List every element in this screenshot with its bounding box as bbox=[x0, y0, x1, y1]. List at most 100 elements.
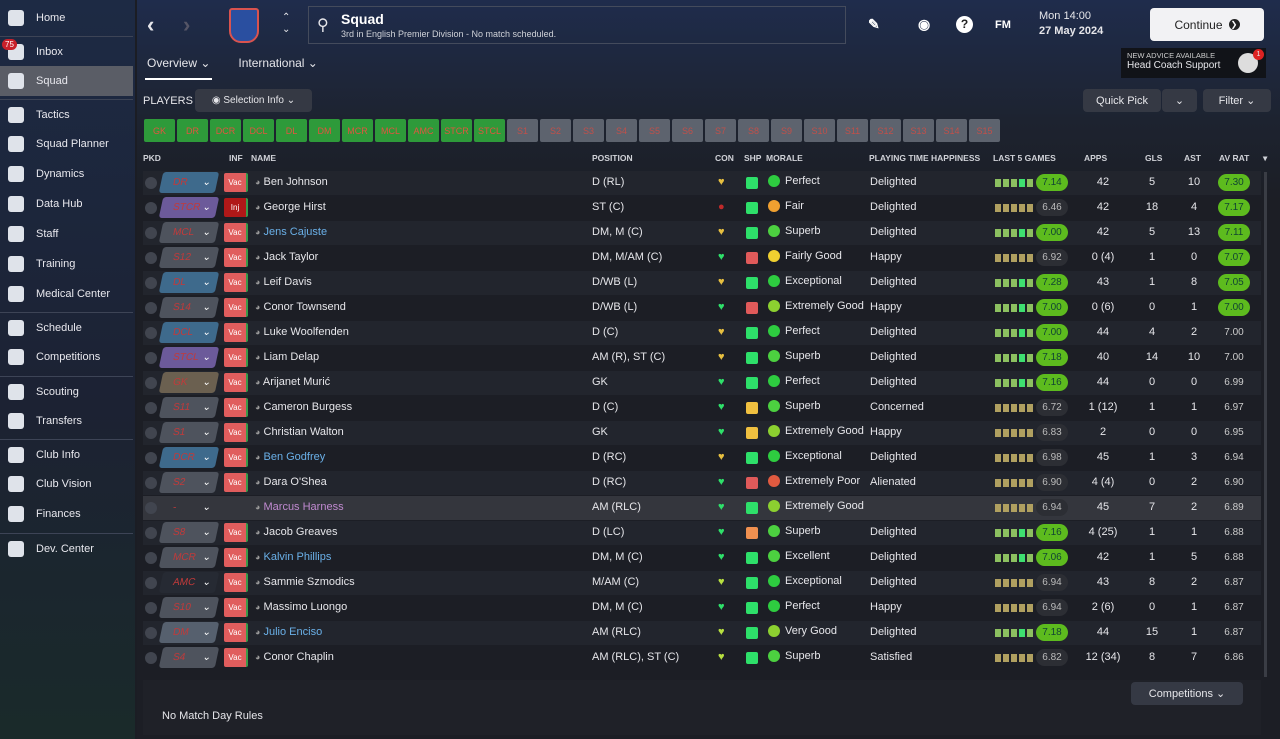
picked-checkbox[interactable] bbox=[145, 327, 157, 339]
player-name[interactable]: ◕ Conor Chaplin bbox=[255, 651, 334, 663]
picked-checkbox[interactable] bbox=[145, 477, 157, 489]
sidebar-item-staff[interactable]: Staff bbox=[0, 219, 133, 249]
table-row[interactable]: S4 ⌄ Vac ◕ Conor Chaplin AM (RLC), ST (C)… bbox=[143, 646, 1261, 670]
forward-arrow-icon[interactable]: › bbox=[183, 12, 191, 37]
sub-button[interactable]: S1 bbox=[507, 119, 538, 142]
column-header[interactable]: POSITION bbox=[592, 153, 633, 163]
column-header[interactable]: LAST 5 GAMES bbox=[993, 153, 1056, 163]
position-button[interactable]: DCL bbox=[243, 119, 274, 142]
column-header[interactable]: PLAYING TIME HAPPINESS bbox=[869, 153, 981, 163]
selection-dropdown[interactable]: DCL ⌄ bbox=[158, 322, 220, 343]
selection-dropdown[interactable]: S8 ⌄ bbox=[158, 522, 220, 543]
player-name[interactable]: ◕ Leif Davis bbox=[255, 276, 312, 288]
selection-dropdown[interactable]: MCR ⌄ bbox=[158, 547, 220, 568]
head-coach-advice[interactable]: NEW ADVICE AVAILABLE Head Coach Support … bbox=[1121, 48, 1266, 78]
scrollbar[interactable] bbox=[1264, 172, 1267, 677]
table-row[interactable]: GK ⌄ Vac ◕ Arijanet Murić GK ♥ Perfect De… bbox=[143, 371, 1261, 395]
filter-button[interactable]: Filter ⌄ bbox=[1203, 89, 1271, 112]
sub-button[interactable]: S15 bbox=[969, 119, 1000, 142]
column-header[interactable]: GLS bbox=[1145, 153, 1163, 163]
table-row[interactable]: DCR ⌄ Vac ◕ Ben Godfrey D (RC) ♥ Exceptio… bbox=[143, 446, 1261, 470]
sub-button[interactable]: S2 bbox=[540, 119, 571, 142]
table-row[interactable]: S12 ⌄ Vac ◕ Jack Taylor DM, M/AM (C) ♥ Fa… bbox=[143, 246, 1261, 270]
player-name[interactable]: ◕ Christian Walton bbox=[255, 426, 344, 438]
column-header[interactable]: AV RAT bbox=[1219, 153, 1250, 163]
selection-dropdown[interactable]: S14 ⌄ bbox=[158, 297, 220, 318]
player-name[interactable]: ◕ Arijanet Murić bbox=[255, 376, 331, 388]
club-switch-icon[interactable]: ⌃ ⌄ bbox=[282, 12, 291, 35]
picked-checkbox[interactable] bbox=[145, 402, 157, 414]
sub-button[interactable]: S11 bbox=[837, 119, 868, 142]
sidebar-item-finances[interactable]: Finances bbox=[0, 499, 133, 529]
position-button[interactable]: DCR bbox=[210, 119, 241, 142]
player-name[interactable]: ◕ Jens Cajuste bbox=[255, 226, 328, 238]
sidebar-item-competitions[interactable]: Competitions bbox=[0, 342, 133, 372]
edit-icon[interactable]: ✎ bbox=[868, 16, 880, 32]
position-button[interactable]: DM bbox=[309, 119, 340, 142]
table-row[interactable]: MCR ⌄ Vac ◕ Kalvin Phillips DM, M (C) ♥ E… bbox=[143, 546, 1261, 570]
player-name[interactable]: ◕ Ben Johnson bbox=[255, 176, 328, 188]
column-header[interactable]: NAME bbox=[251, 153, 277, 163]
player-name[interactable]: ◕ Ben Godfrey bbox=[255, 451, 326, 463]
table-row[interactable]: S1 ⌄ Vac ◕ Christian Walton GK ♥ Extremel… bbox=[143, 421, 1261, 445]
sidebar-item-club-vision[interactable]: Club Vision bbox=[0, 469, 133, 499]
sub-button[interactable]: S7 bbox=[705, 119, 736, 142]
picked-checkbox[interactable] bbox=[145, 552, 157, 564]
sidebar-item-training[interactable]: Training bbox=[0, 249, 133, 279]
table-row[interactable]: DCL ⌄ Vac ◕ Luke Woolfenden D (C) ♥ Perfe… bbox=[143, 321, 1261, 345]
sidebar-item-data-hub[interactable]: Data Hub bbox=[0, 189, 133, 219]
table-row[interactable]: - ⌄ ◕ Marcus Harness AM (RLC) ♥ Extremely… bbox=[143, 496, 1261, 520]
globe-icon[interactable]: ◉ bbox=[918, 16, 931, 32]
picked-checkbox[interactable] bbox=[145, 427, 157, 439]
selection-dropdown[interactable]: DL ⌄ bbox=[158, 272, 220, 293]
player-name[interactable]: ◕ Conor Townsend bbox=[255, 301, 346, 313]
picked-checkbox[interactable] bbox=[145, 377, 157, 389]
game-date[interactable]: Mon 14:00 27 May 2024 bbox=[1039, 10, 1104, 37]
sidebar-item-dynamics[interactable]: Dynamics bbox=[0, 159, 133, 189]
column-header[interactable]: INF bbox=[229, 153, 243, 163]
sub-button[interactable]: S13 bbox=[903, 119, 934, 142]
sub-button[interactable]: S10 bbox=[804, 119, 835, 142]
sidebar-item-scouting[interactable]: Scouting bbox=[0, 376, 133, 406]
sidebar-item-schedule[interactable]: Schedule bbox=[0, 312, 133, 342]
column-options-icon[interactable]: ▾ bbox=[1263, 153, 1268, 163]
player-name[interactable]: ◕ Cameron Burgess bbox=[255, 401, 353, 413]
sidebar-item-transfers[interactable]: Transfers bbox=[0, 406, 133, 436]
sub-button[interactable]: S8 bbox=[738, 119, 769, 142]
selection-dropdown[interactable]: DR ⌄ bbox=[158, 172, 220, 193]
sidebar-item-club-info[interactable]: Club Info bbox=[0, 439, 133, 469]
table-row[interactable]: DR ⌄ Vac ◕ Ben Johnson D (RL) ♥ Perfect D… bbox=[143, 171, 1261, 195]
selection-dropdown[interactable]: - ⌄ bbox=[171, 502, 213, 513]
selection-dropdown[interactable]: AMC ⌄ bbox=[158, 572, 220, 593]
picked-checkbox[interactable] bbox=[145, 252, 157, 264]
selection-dropdown[interactable]: STCR ⌄ bbox=[158, 197, 220, 218]
column-header[interactable]: MORALE bbox=[766, 153, 803, 163]
selection-dropdown[interactable]: MCL ⌄ bbox=[158, 222, 220, 243]
player-name[interactable]: ◕ Dara O'Shea bbox=[255, 476, 327, 488]
sub-button[interactable]: S9 bbox=[771, 119, 802, 142]
selection-dropdown[interactable]: S4 ⌄ bbox=[158, 647, 220, 668]
position-button[interactable]: DR bbox=[177, 119, 208, 142]
picked-checkbox[interactable] bbox=[145, 277, 157, 289]
position-button[interactable]: MCL bbox=[375, 119, 406, 142]
table-row[interactable]: STCR ⌄ Inj ◕ George Hirst ST (C) ● Fair D… bbox=[143, 196, 1261, 220]
sidebar-item-home[interactable]: Home bbox=[0, 3, 133, 33]
column-header[interactable]: CON bbox=[715, 153, 734, 163]
table-row[interactable]: AMC ⌄ Vac ◕ Sammie Szmodics M/AM (C) ♥ Ex… bbox=[143, 571, 1261, 595]
player-name[interactable]: ◕ Jacob Greaves bbox=[255, 526, 338, 538]
player-name[interactable]: ◕ Jack Taylor bbox=[255, 251, 319, 263]
player-name[interactable]: ◕ Luke Woolfenden bbox=[255, 326, 349, 338]
picked-checkbox[interactable] bbox=[145, 502, 157, 514]
sub-button[interactable]: S12 bbox=[870, 119, 901, 142]
sub-button[interactable]: S3 bbox=[573, 119, 604, 142]
tab-overview[interactable]: Overview ⌄ bbox=[145, 50, 213, 80]
table-row[interactable]: STCL ⌄ Vac ◕ Liam Delap AM (R), ST (C) ♥ … bbox=[143, 346, 1261, 370]
column-header[interactable]: APPS bbox=[1084, 153, 1108, 163]
fm-menu-button[interactable]: FM bbox=[995, 19, 1011, 31]
selection-dropdown[interactable]: DCR ⌄ bbox=[158, 447, 220, 468]
player-name[interactable]: ◕ Massimo Luongo bbox=[255, 601, 348, 613]
table-row[interactable]: S14 ⌄ Vac ◕ Conor Townsend D/WB (L) ♥ Ext… bbox=[143, 296, 1261, 320]
picked-checkbox[interactable] bbox=[145, 352, 157, 364]
table-row[interactable]: S10 ⌄ Vac ◕ Massimo Luongo DM, M (C) ♥ Pe… bbox=[143, 596, 1261, 620]
selection-info-button[interactable]: ◉ Selection Info ⌄ bbox=[195, 89, 312, 112]
